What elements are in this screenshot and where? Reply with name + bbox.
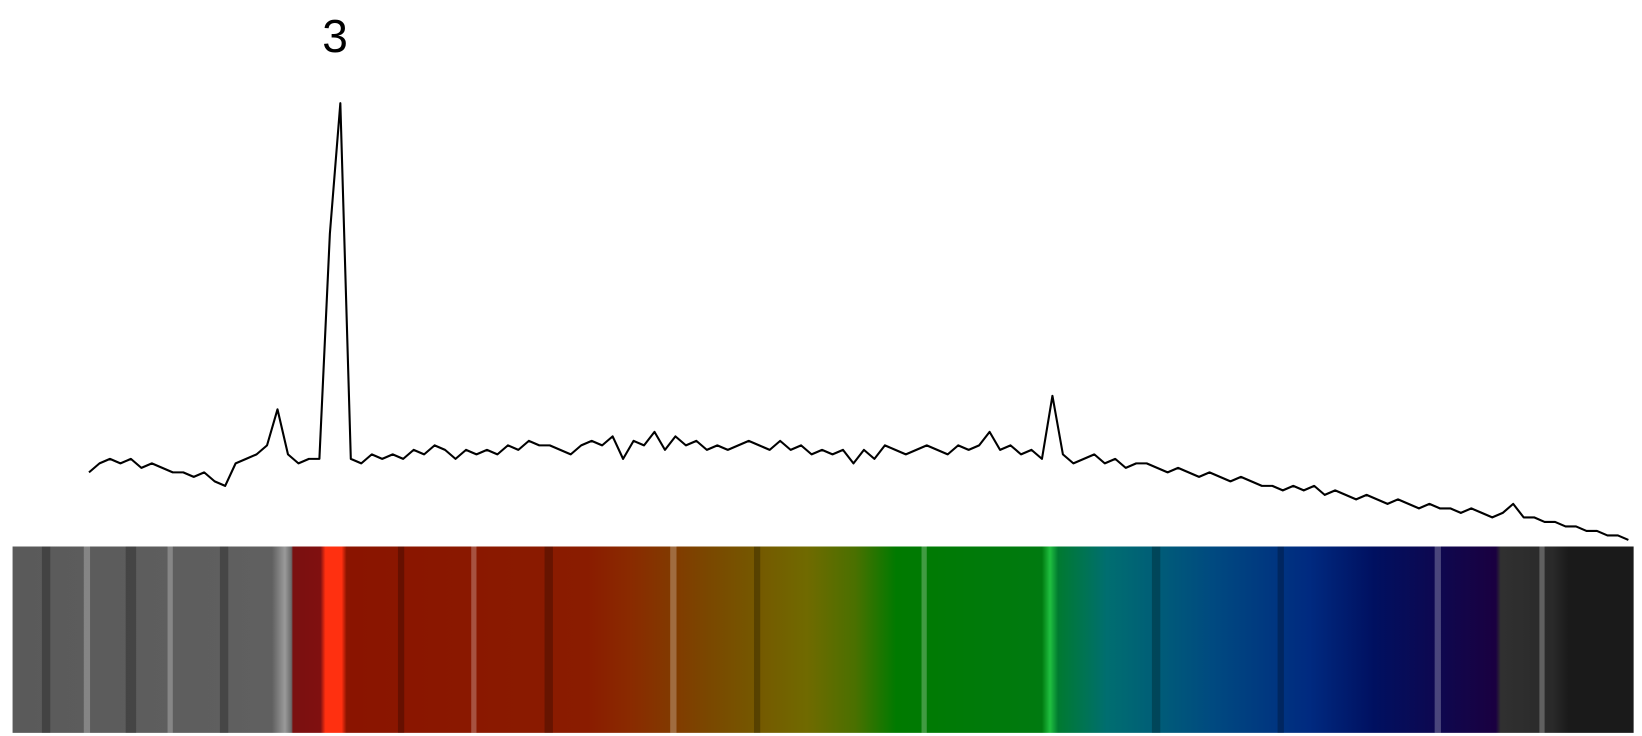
peak-label: 3 [322, 10, 348, 62]
spectrum-trace [88, 102, 1629, 541]
spectrum-band [12, 546, 1634, 733]
spectrum-lines [41, 546, 1545, 733]
